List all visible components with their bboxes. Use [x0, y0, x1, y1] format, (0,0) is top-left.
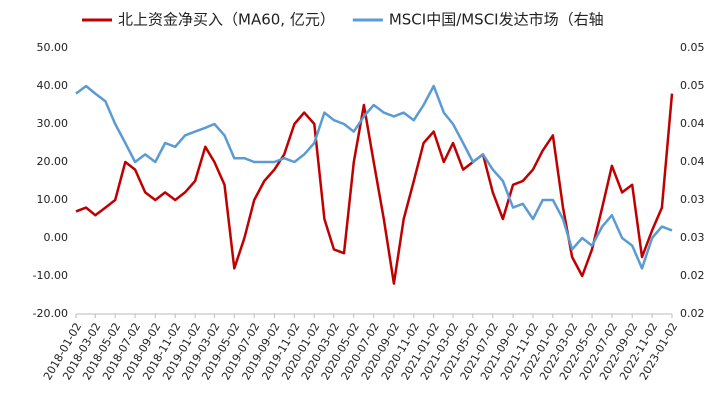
y2-tick-label: 0.02 [680, 269, 705, 282]
y-tick-label: 50.00 [37, 41, 69, 54]
y2-tick-label: 0.04 [680, 117, 705, 130]
y-tick-label: 40.00 [37, 79, 69, 92]
y2-tick-label: 0.03 [680, 231, 705, 244]
legend-label: MSCI中国/MSCI发达市场（右轴 [389, 11, 604, 29]
legend-label: 北上资金净买入（MA60, 亿元） [118, 11, 335, 29]
y-tick-label: -10.00 [33, 269, 68, 282]
series-line [75, 84, 673, 270]
y-tick-label: 30.00 [37, 117, 69, 130]
y2-tick-label: 0.05 [680, 79, 705, 92]
y2-tick-label: 0.04 [680, 155, 705, 168]
series-line [75, 93, 674, 285]
y2-tick-label: 0.02 [680, 307, 705, 320]
y-tick-label: 20.00 [37, 155, 69, 168]
y-tick-label: 0.00 [44, 231, 69, 244]
y-tick-label: -20.00 [33, 307, 68, 320]
y2-tick-label: 0.03 [680, 193, 705, 206]
y-tick-label: 10.00 [37, 193, 69, 206]
y2-tick-label: 0.05 [680, 41, 705, 54]
